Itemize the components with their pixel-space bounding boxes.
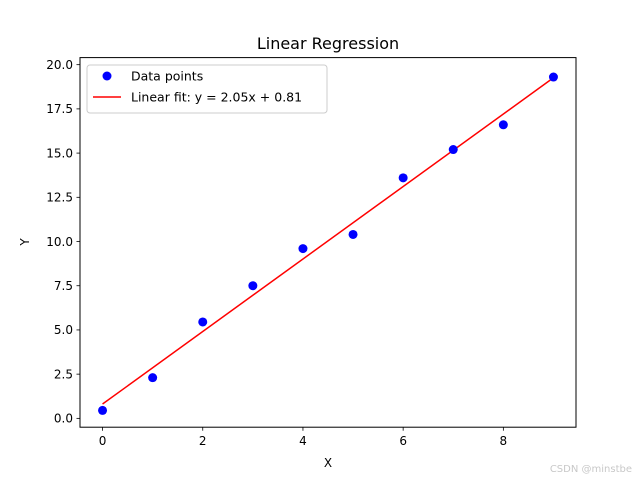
- data-point: [548, 72, 558, 82]
- plot-frame: [79, 57, 577, 428]
- plot-area: [98, 72, 558, 415]
- y-tick-label: 20.0: [46, 58, 73, 72]
- x-tick-label: 6: [399, 434, 407, 448]
- y-tick-label: 12.5: [46, 191, 73, 205]
- legend-marker-data-points: [102, 71, 112, 81]
- x-axis-label: X: [324, 456, 332, 470]
- y-tick-label: 10.0: [46, 235, 73, 249]
- y-tick-label: 15.0: [46, 146, 73, 160]
- legend-label-data-points: Data points: [131, 69, 203, 84]
- data-point: [498, 120, 508, 130]
- data-point: [298, 244, 308, 254]
- linear-fit-line: [102, 77, 554, 405]
- data-point: [448, 145, 458, 155]
- x-tick-label: 8: [500, 434, 508, 448]
- watermark: CSDN @minstbe: [550, 464, 632, 475]
- data-point: [398, 173, 408, 183]
- legend: Data points Linear fit: y = 2.05x + 0.81: [86, 64, 328, 114]
- x-tick-label: 0: [99, 434, 107, 448]
- y-tick-label: 7.5: [54, 279, 73, 293]
- y-tick-label: 17.5: [46, 102, 73, 116]
- legend-box: [86, 64, 328, 114]
- y-axis-ticks: 0.0 2.5 5.0 7.5 10.0 12.5 15.0 17.5 20.0: [46, 58, 80, 426]
- y-axis-label: Y: [18, 238, 32, 247]
- y-tick-label: 2.5: [54, 367, 73, 381]
- legend-label-linear-fit: Linear fit: y = 2.05x + 0.81: [131, 90, 302, 105]
- x-axis-ticks: 0 2 4 6 8: [99, 427, 507, 448]
- data-point: [348, 229, 358, 239]
- data-point: [198, 317, 208, 327]
- data-point: [98, 405, 108, 415]
- chart-title: Linear Regression: [257, 34, 399, 53]
- x-tick-label: 2: [199, 434, 207, 448]
- y-tick-label: 0.0: [54, 412, 73, 426]
- data-point: [248, 281, 258, 291]
- y-tick-label: 5.0: [54, 323, 73, 337]
- x-tick-label: 4: [299, 434, 307, 448]
- data-point: [148, 373, 158, 383]
